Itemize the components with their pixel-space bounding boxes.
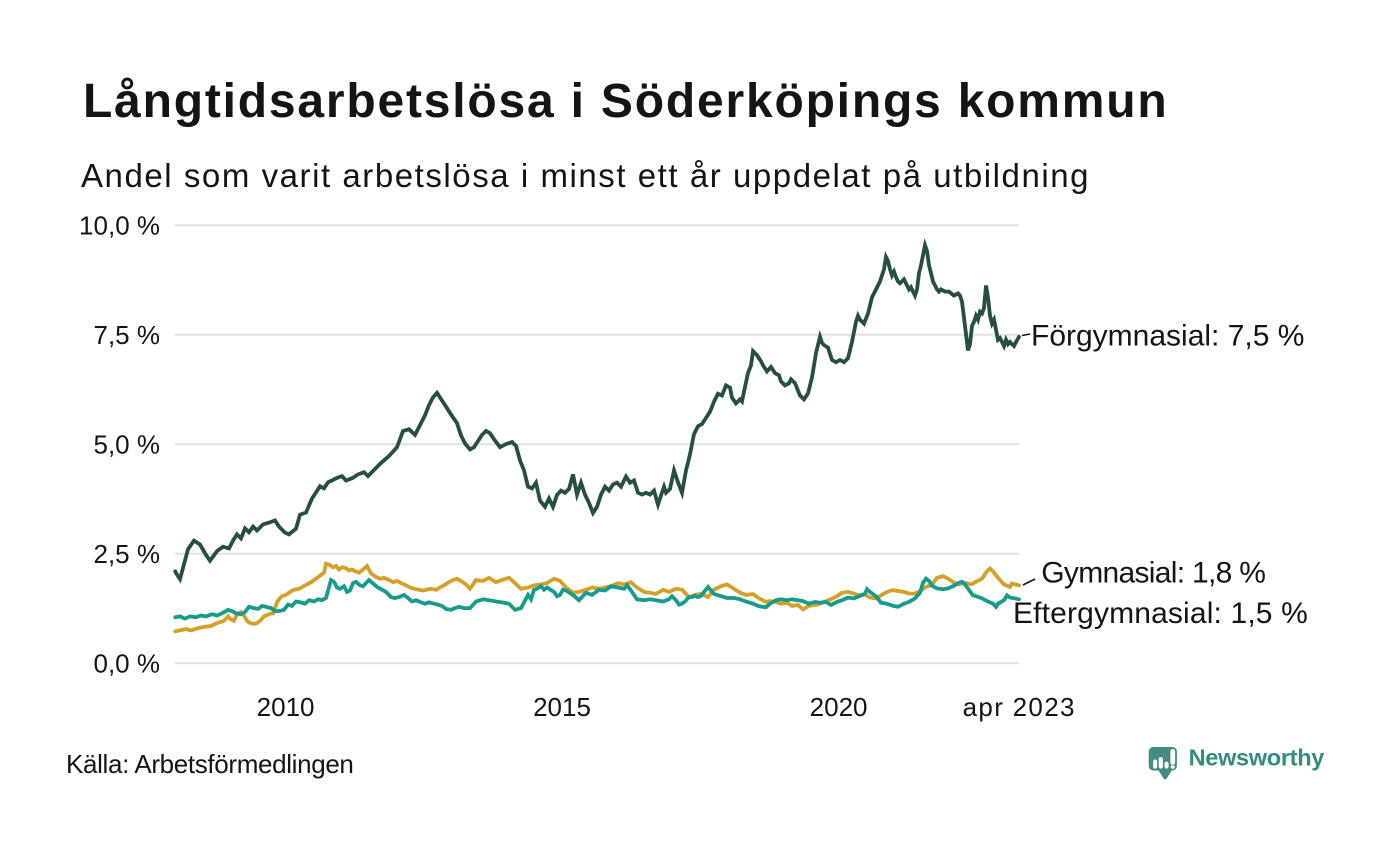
svg-text:2020: 2020 [810, 692, 868, 722]
svg-text:2,5 %: 2,5 % [94, 539, 161, 569]
svg-text:10,0 %: 10,0 % [79, 210, 160, 240]
svg-text:Gymnasial: 1,8 %: Gymnasial: 1,8 % [1041, 557, 1265, 590]
svg-text:2015: 2015 [533, 692, 591, 722]
svg-text:0,0 %: 0,0 % [94, 648, 161, 678]
svg-text:apr 2023: apr 2023 [963, 692, 1076, 722]
svg-text:Förgymnasial: 7,5 %: Förgymnasial: 7,5 % [1031, 320, 1304, 353]
svg-text:Andel som varit arbetslösa i m: Andel som varit arbetslösa i minst ett å… [81, 157, 1090, 194]
svg-text:7,5 %: 7,5 % [94, 320, 161, 350]
svg-text:5,0 %: 5,0 % [94, 429, 161, 459]
svg-text:Källa: Arbetsförmedlingen: Källa: Arbetsförmedlingen [66, 749, 354, 779]
svg-text:Newsworthy: Newsworthy [1189, 745, 1325, 771]
svg-text:Eftergymnasial: 1,5 %: Eftergymnasial: 1,5 % [1013, 597, 1308, 630]
svg-text:2010: 2010 [257, 692, 315, 722]
svg-text:Långtidsarbetslösa i Söderköpi: Långtidsarbetslösa i Söderköpings kommun [83, 75, 1169, 128]
